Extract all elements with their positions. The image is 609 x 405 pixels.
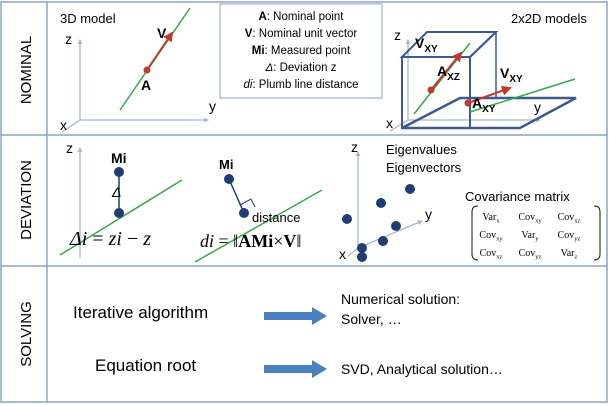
formula-distance: di = ‖AMi×V‖ (200, 231, 301, 251)
row-label-deviation: DEVIATION (18, 160, 35, 240)
covariance-cell: Covxz (558, 212, 581, 225)
axis-label-z-dev1: z (66, 140, 73, 156)
result-solver: Solver, … (341, 311, 402, 327)
label-vxy-upper: VXY (415, 35, 438, 55)
legend-key-Mi: Mi (252, 45, 265, 57)
label-vxy-right: VXY (500, 65, 523, 85)
plane-xz-face (401, 56, 471, 129)
measured-point-1 (114, 167, 124, 177)
covariance-title: Covariance matrix (465, 189, 570, 204)
method-iterative: Iterative algorithm (73, 303, 208, 322)
legend-box (219, 3, 383, 99)
axis-label-z-2: z (394, 27, 401, 43)
legend-key-di: di (243, 79, 252, 91)
nominal-vector (146, 31, 174, 71)
svg-text:di: Plumb line distance: di: Plumb line distance (243, 79, 358, 91)
axis-label-y: y (209, 98, 216, 114)
axis-label-y-2: y (534, 99, 541, 115)
plane-xy (401, 96, 577, 130)
point-axy (464, 99, 472, 107)
label-axz: AXZ (437, 63, 460, 83)
legend-text-delta: : Deviation z (273, 62, 337, 74)
axis-label-x: x (60, 117, 67, 133)
label-axy: AXY (472, 95, 496, 115)
arrow-equation-root (264, 360, 327, 378)
legend: A: Nominal point V: Nominal unit vector … (243, 11, 358, 91)
measured-point-2 (224, 174, 234, 184)
axis-label-y-dev3: y (425, 206, 432, 222)
label-mi-1: Mi (111, 150, 127, 166)
legend-text-di: : Plumb line distance (252, 79, 358, 91)
method-equation-root: Equation root (95, 356, 196, 375)
covariance-cell: Varz (561, 248, 578, 261)
axes-dev3 (347, 150, 423, 257)
covariance-cell: Varx (482, 212, 500, 225)
vector-vxz (430, 51, 463, 91)
svg-text:V: Nominal unit vector: V: Nominal unit vector (245, 28, 358, 40)
legend-key-V: V (245, 28, 253, 40)
green-line-xy (469, 78, 576, 113)
right-angle-mark (239, 198, 256, 208)
label-eigenvectors: Eigenvectors (386, 160, 462, 175)
svg-text:Δ: Deviation z: Δ: Deviation z (265, 62, 337, 74)
axis-label-x-dev3: x (339, 246, 346, 262)
covariance-cell: Covyz (519, 248, 542, 261)
distance-segment (228, 178, 245, 214)
covariance-cell: Covxy (518, 212, 542, 225)
point-axz (427, 86, 435, 94)
axes-2x2d (389, 38, 542, 132)
legend-text-Mi: : Measured point (265, 45, 351, 57)
planes (399, 31, 577, 130)
arrow-iterative (264, 307, 327, 325)
covariance-matrix: Varx Covxy Covxz Covxy Vary Covyz Covxz Covyz Va… (471, 205, 601, 261)
svg-text:Mi: Measured point: Mi: Measured point (252, 45, 351, 57)
svg-text:A: Nominal point: A: Nominal point (258, 11, 344, 23)
label-delta: Δ (111, 184, 121, 200)
label-A: A (141, 77, 151, 93)
covariance-cell: Covxy (479, 230, 503, 243)
covariance-cell: Vary (521, 230, 539, 243)
projection-point-1 (114, 208, 124, 218)
label-V: V (157, 25, 167, 41)
vector-vxy (467, 85, 512, 104)
label-distance: distance (252, 210, 300, 225)
legend-key-delta: Δ (265, 62, 274, 74)
nominal-point (143, 66, 151, 74)
title-3d-model: 3D model (60, 11, 116, 26)
projection-point-2 (239, 208, 249, 218)
label-eigenvalues: Eigenvalues (386, 142, 457, 157)
legend-text-A: : Nominal point (267, 11, 345, 23)
green-line-dev2 (194, 189, 323, 263)
axis-label-z: z (65, 31, 72, 47)
covariance-cell: Covyz (558, 230, 581, 243)
result-svd: SVD, Analytical solution… (341, 361, 503, 377)
formula-deviation: Δi = zi − z (69, 228, 151, 250)
row-label-solving: SOLVING (18, 301, 35, 367)
legend-key-A: A (258, 11, 266, 23)
axes-3d-model (61, 38, 210, 133)
covariance-cell: Covxz (480, 248, 503, 261)
axis-label-z-dev3: z (351, 139, 358, 155)
label-mi-2: Mi (219, 157, 233, 172)
point-cloud (342, 184, 415, 262)
title-2x2d-models: 2x2D models (511, 11, 587, 26)
row-label-nominal: NOMINAL (18, 36, 35, 104)
legend-text-V: : Nominal unit vector (252, 28, 357, 40)
axis-label-x-2: x (386, 115, 393, 131)
result-numerical: Numerical solution: (341, 291, 460, 307)
